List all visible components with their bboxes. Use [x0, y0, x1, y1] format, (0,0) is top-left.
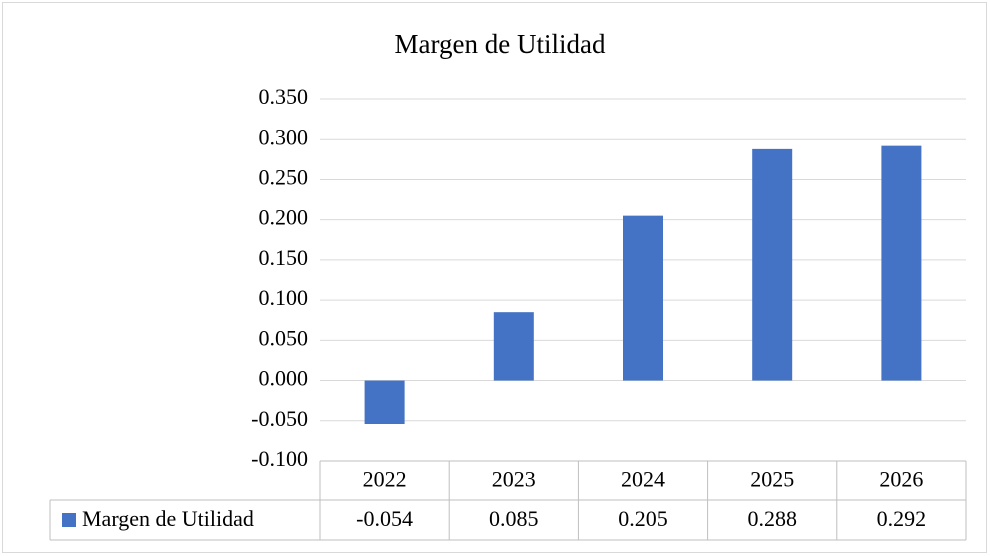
y-tick-label: 0.250 [259, 164, 309, 189]
data-table-value: 0.292 [877, 506, 927, 531]
bar [493, 312, 534, 381]
y-tick-label: 0.200 [259, 205, 309, 230]
data-table-value: -0.054 [356, 506, 413, 531]
y-tick-label: 0.100 [259, 285, 309, 310]
y-tick-label: 0.350 [259, 84, 309, 109]
bar [364, 380, 405, 424]
y-tick-label: 0.300 [259, 124, 309, 149]
chart-title: Margen de Utilidad [395, 29, 606, 59]
bar [881, 145, 922, 381]
y-tick-label: 0.000 [259, 366, 309, 391]
data-table-value: 0.205 [618, 506, 668, 531]
y-tick-label: 0.150 [259, 245, 309, 270]
data-table-value: 0.085 [489, 506, 539, 531]
y-tick-label: -0.050 [251, 406, 308, 431]
x-tick-label: 2022 [363, 467, 407, 492]
bar [623, 215, 663, 381]
x-tick-label: 2024 [621, 467, 665, 492]
data-table-value: 0.288 [747, 506, 797, 531]
legend-key [62, 513, 76, 527]
x-tick-label: 2026 [879, 467, 923, 492]
x-tick-label: 2025 [750, 467, 794, 492]
x-tick-label: 2023 [492, 467, 536, 492]
bar [752, 148, 793, 381]
y-tick-label: -0.100 [251, 446, 308, 471]
legend-label: Margen de Utilidad [82, 506, 254, 531]
y-tick-label: 0.050 [259, 325, 309, 350]
